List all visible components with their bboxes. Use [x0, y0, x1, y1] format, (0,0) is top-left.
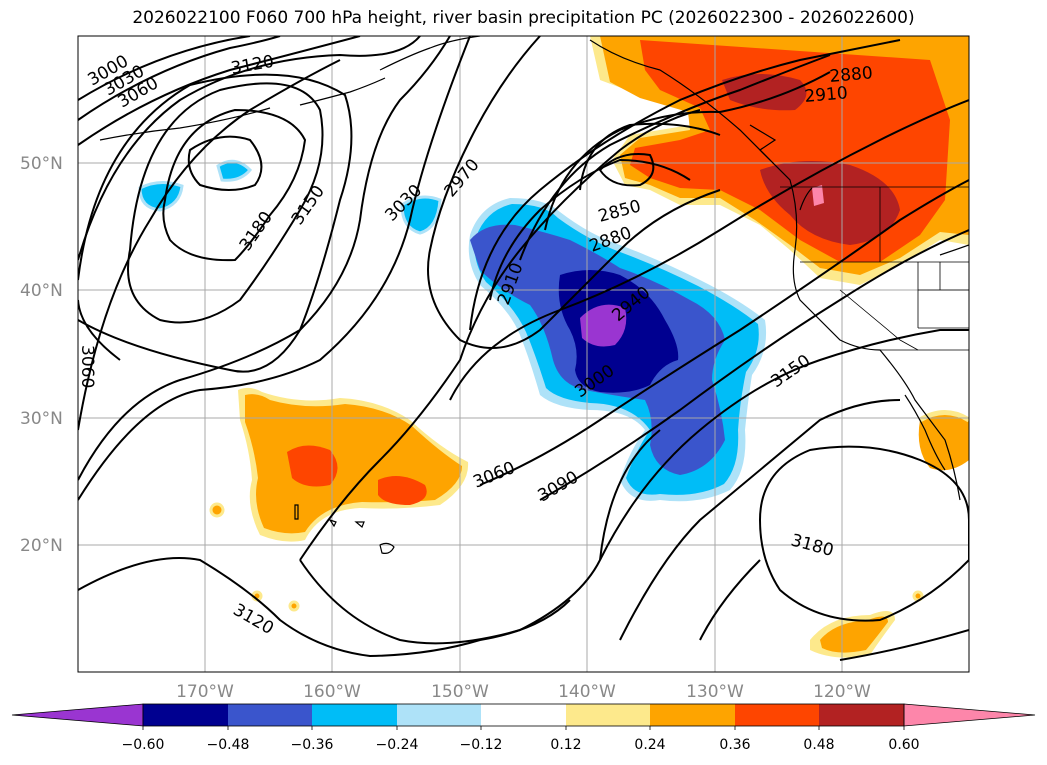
contour-label: 2910 — [804, 83, 849, 107]
contour-label: 2880 — [829, 63, 874, 87]
colorbar-tick-label: 0.60 — [888, 737, 919, 753]
colorbar-segment — [735, 704, 819, 726]
map-frame — [77, 35, 970, 673]
colorbar-segment — [397, 704, 481, 726]
latitude-labels: 50°N 40°N 30°N 20°N — [20, 154, 63, 556]
positive-anomaly-west-red-1 — [287, 445, 338, 487]
colorbar-segment — [819, 704, 904, 726]
colorbar-tick-label: −0.48 — [207, 737, 250, 753]
colorbar-segment — [566, 704, 650, 726]
longitude-labels: 170°W 160°W 150°W 140°W 130°W 120°W — [176, 682, 871, 702]
lon-label-140w: 140°W — [558, 682, 616, 702]
positive-anomaly-ne-darkred-1 — [722, 74, 807, 111]
colorbar-extend-min — [11, 703, 144, 727]
negative-anomaly-west-2 — [216, 159, 253, 182]
negative-anomaly-west-1 — [138, 181, 184, 212]
positive-anomaly-west-red-2 — [378, 476, 427, 505]
positive-anomaly-ne-pink — [812, 185, 824, 206]
colorbar-segment — [312, 704, 397, 726]
colorbar-tick-label: −0.36 — [291, 737, 334, 753]
colorbar-segment — [228, 704, 312, 726]
lon-label-170w: 170°W — [176, 682, 234, 702]
positive-anomaly-ne-darkred-2 — [760, 161, 900, 245]
negative-anomaly-main-purple — [580, 304, 627, 347]
coastlines — [99, 36, 969, 554]
lat-label-30n: 30°N — [20, 409, 63, 429]
colorbar-tick-label: 0.48 — [803, 737, 834, 753]
lon-label-160w: 160°W — [303, 682, 361, 702]
height-contours — [78, 36, 969, 661]
negative-anomaly-small — [400, 195, 442, 235]
lat-label-20n: 20°N — [20, 536, 63, 556]
colorbar-segment — [143, 704, 228, 726]
colorbar-tick-label: 0.24 — [634, 737, 665, 753]
lat-label-40n: 40°N — [20, 281, 63, 301]
lon-label-130w: 130°W — [686, 682, 744, 702]
colorbar-segment — [650, 704, 735, 726]
positive-anomaly-baja — [918, 412, 969, 471]
map-title: 2026022100 F060 700 hPa height, river ba… — [132, 8, 915, 28]
colorbar-tick-label: −0.60 — [122, 737, 165, 753]
colorbar-segment — [481, 704, 566, 726]
contour-label: 3060 — [77, 345, 97, 388]
lon-label-120w: 120°W — [813, 682, 871, 702]
colorbar-tick-label: −0.12 — [460, 737, 503, 753]
lat-label-50n: 50°N — [20, 154, 63, 174]
colorbar-tick-label: −0.24 — [376, 737, 419, 753]
lon-label-150w: 150°W — [431, 682, 489, 702]
colorbar-extend-max — [903, 703, 1036, 727]
colorbar: −0.60 −0.48 −0.36 −0.24 −0.12 0.12 0.24 … — [11, 703, 1036, 753]
colorbar-tick-label: 0.12 — [550, 737, 581, 753]
colorbar-tick-label: 0.36 — [719, 737, 750, 753]
state-borders — [780, 186, 969, 351]
